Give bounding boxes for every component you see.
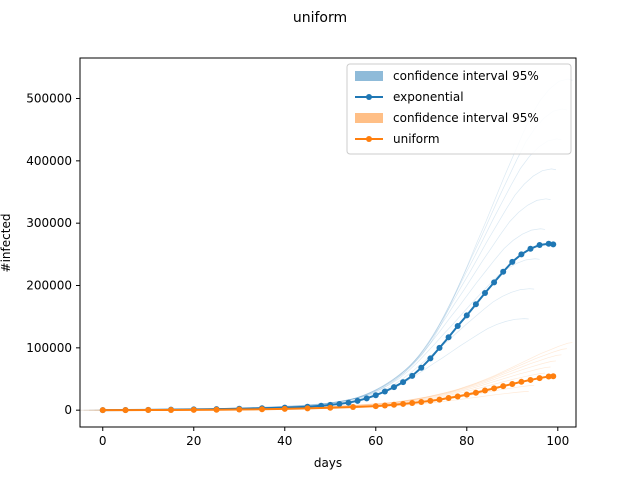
data-point-uniform	[213, 406, 220, 413]
y-tick-label: 400000	[26, 154, 72, 168]
series-line-exponential	[102, 242, 554, 412]
data-point-uniform	[463, 391, 470, 398]
x-tick-label: 80	[459, 434, 474, 448]
axes-frame	[79, 57, 577, 428]
data-point-uniform	[481, 387, 488, 394]
legend-entry-label: uniform	[393, 132, 440, 146]
plot-area	[78, 57, 577, 428]
data-point-exponential	[491, 279, 498, 286]
data-point-uniform	[372, 403, 379, 410]
data-point-exponential	[409, 372, 416, 379]
confidence-trace-exponential	[100, 198, 551, 411]
confidence-trace-exponential	[110, 138, 562, 411]
data-point-exponential	[445, 334, 452, 341]
x-tick-label: 0	[99, 434, 107, 448]
x-tick-label: 20	[186, 434, 201, 448]
data-point-exponential	[463, 312, 470, 319]
data-point-uniform	[304, 405, 311, 412]
legend-entry-label: exponential	[393, 90, 464, 104]
data-point-uniform	[390, 401, 397, 408]
data-point-exponential	[372, 392, 379, 399]
data-point-uniform	[436, 396, 443, 403]
data-point-exponential	[481, 289, 488, 296]
y-tick-label: 100000	[26, 341, 72, 355]
legend-swatch-band	[355, 113, 383, 123]
data-point-exponential	[527, 245, 534, 252]
data-point-exponential	[536, 241, 543, 248]
legend-swatch-band	[355, 71, 383, 81]
data-point-uniform	[445, 395, 452, 402]
legend-entry-label: confidence interval 95%	[393, 111, 539, 125]
data-point-uniform	[550, 373, 557, 380]
data-point-uniform	[99, 407, 106, 414]
y-axis: 0 100000 200000 300000 400000 500000	[26, 92, 80, 417]
data-point-uniform	[454, 393, 461, 400]
data-point-exponential	[472, 301, 479, 308]
data-point-uniform	[190, 406, 197, 413]
x-axis-label: days	[314, 456, 342, 470]
data-point-uniform	[145, 407, 152, 414]
data-point-uniform	[500, 383, 507, 390]
data-point-exponential	[354, 397, 361, 404]
x-tick-label: 60	[368, 434, 383, 448]
x-axis: 0 20 40 60 80 100	[99, 427, 569, 448]
data-point-uniform	[400, 400, 407, 407]
data-point-exponential	[336, 400, 343, 407]
data-point-uniform	[427, 397, 434, 404]
data-point-exponential	[390, 384, 397, 391]
data-point-uniform	[168, 406, 175, 413]
x-tick-label: 100	[546, 434, 569, 448]
legend-swatch-marker	[366, 136, 372, 142]
x-tick-label: 40	[277, 434, 292, 448]
legend-entry-label: confidence interval 95%	[393, 69, 539, 83]
data-point-uniform	[472, 389, 479, 396]
data-point-exponential	[345, 399, 352, 406]
data-point-uniform	[259, 406, 266, 413]
data-point-exponential	[509, 258, 516, 265]
data-point-exponential	[427, 355, 434, 362]
data-point-uniform	[236, 406, 243, 413]
data-point-uniform	[418, 398, 425, 405]
data-point-uniform	[536, 375, 543, 382]
data-point-uniform	[491, 385, 498, 392]
data-point-uniform	[518, 378, 525, 385]
data-point-uniform	[527, 376, 534, 383]
series-layer	[99, 240, 557, 414]
data-point-uniform	[381, 402, 388, 409]
data-point-exponential	[500, 268, 507, 275]
data-point-exponential	[381, 388, 388, 395]
data-point-exponential	[436, 344, 443, 351]
legend: confidence interval 95% exponential confid…	[346, 63, 572, 155]
data-point-uniform	[509, 380, 516, 387]
data-point-uniform	[409, 400, 416, 407]
y-tick-label: 500000	[26, 92, 72, 106]
y-tick-label: 200000	[26, 279, 72, 293]
data-point-exponential	[545, 240, 552, 247]
data-point-uniform	[281, 405, 288, 412]
y-axis-label: #infected	[0, 214, 13, 273]
data-point-exponential	[550, 241, 557, 248]
data-point-uniform	[545, 373, 552, 380]
confidence-trace-exponential	[89, 258, 540, 411]
data-point-exponential	[518, 251, 525, 258]
data-point-uniform	[350, 404, 357, 411]
legend-box	[346, 63, 572, 155]
data-point-exponential	[363, 395, 370, 402]
data-point-exponential	[454, 323, 461, 330]
legend-swatch-marker	[366, 94, 372, 100]
y-tick-label: 0	[64, 403, 72, 417]
data-point-uniform	[327, 404, 334, 411]
data-point-uniform	[122, 407, 129, 414]
chart-title: uniform	[293, 10, 347, 26]
data-point-exponential	[400, 379, 407, 386]
y-tick-label: 300000	[26, 216, 72, 230]
data-point-exponential	[418, 364, 425, 371]
